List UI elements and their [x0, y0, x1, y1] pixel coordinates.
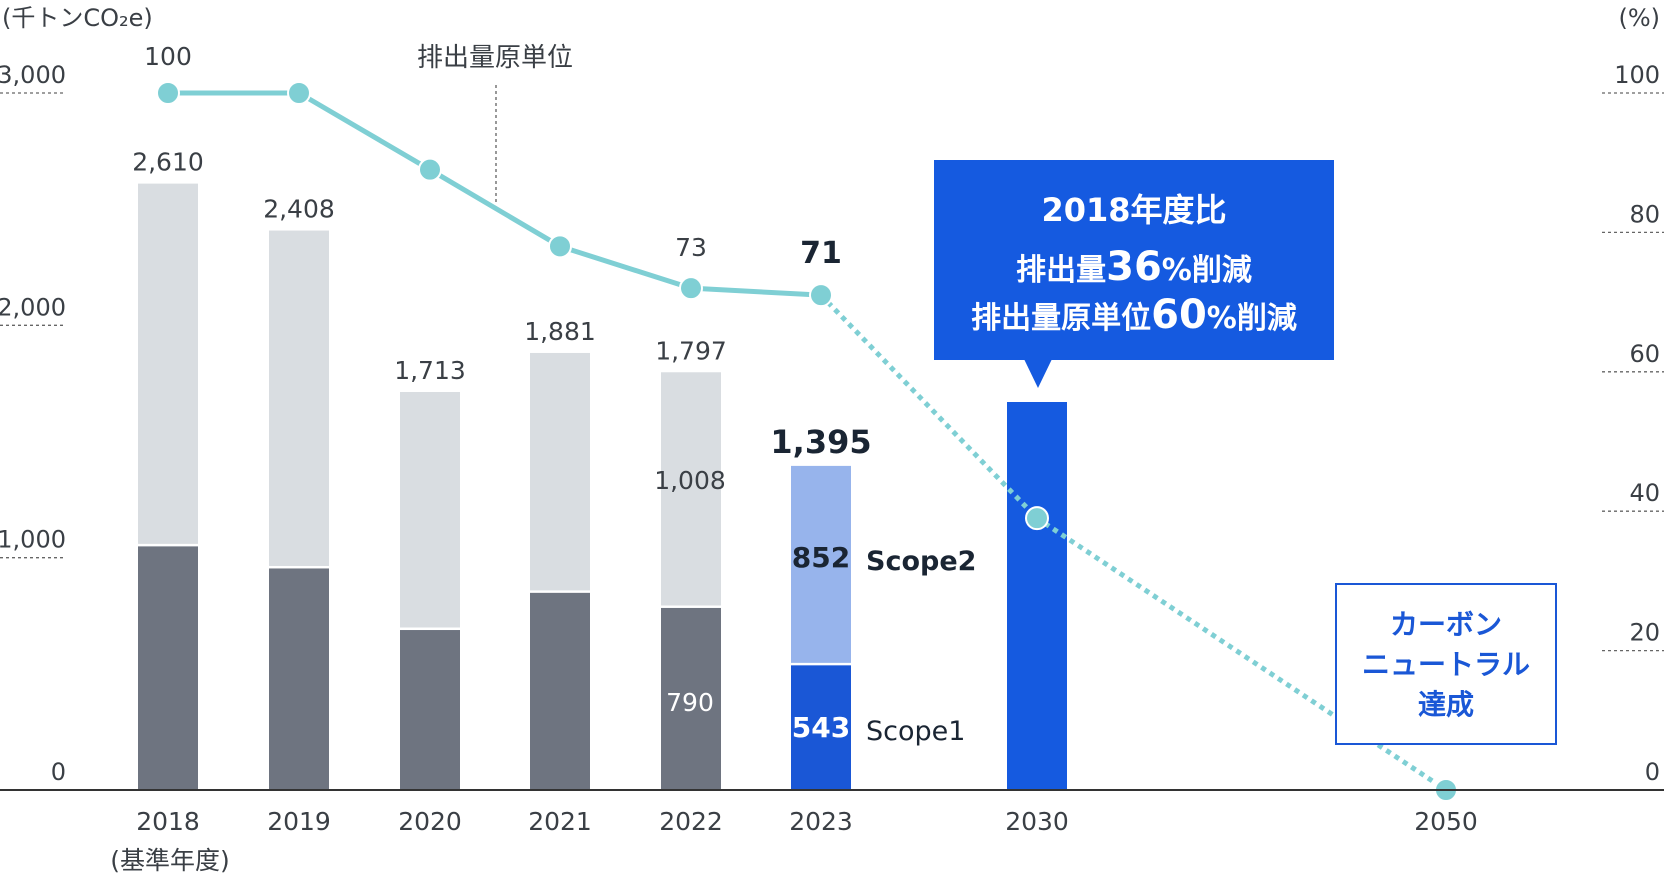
bar-target-2030: [1007, 402, 1067, 790]
bar-scope1-2023: [791, 665, 851, 790]
bar-scope1-2022: [661, 607, 721, 790]
callout-2030-line3-suffix: %削減: [1207, 301, 1297, 336]
bar-scope1-2018: [138, 546, 198, 790]
callout-2050-line1: カーボン: [1390, 608, 1502, 641]
bar-total-label: 2,408: [263, 195, 335, 224]
left-tick-label: 2,000: [0, 293, 66, 321]
right-tick-label: 0: [1645, 758, 1660, 786]
callout-2030-line2-suffix: %削減: [1162, 253, 1252, 288]
intensity-series-label: 排出量原単位: [417, 43, 573, 73]
scope2-segment-value-2022: 1,008: [654, 466, 726, 495]
right-tick-label: 40: [1629, 479, 1660, 507]
scope1-segment-value-2022: 790: [666, 688, 714, 717]
bar-scope2-2018: [138, 183, 198, 545]
x-axis-labels: 2018 2019 2020 2021 2022 2023 2030 2050: [136, 807, 1478, 836]
bar-total-label: 1,881: [524, 317, 596, 346]
intensity-point: [418, 157, 442, 182]
base-year-note: (基準年度): [110, 846, 230, 875]
bar-scope1-2019: [269, 568, 329, 790]
x-tick-label: 2023: [789, 807, 853, 836]
callout-2050-line3: 達成: [1418, 688, 1474, 721]
right-tick-label: 100: [1614, 61, 1660, 89]
x-tick-label: 2050: [1414, 807, 1478, 836]
intensity-point: [809, 283, 833, 308]
bar-scope2-2019: [269, 230, 329, 567]
bar-scope1-2021: [530, 592, 590, 790]
x-tick-label: 2021: [528, 807, 592, 836]
callout-2030-line1: 2018年度比: [1041, 191, 1226, 229]
callout-2050: カーボン ニュートラル 達成: [1335, 583, 1557, 745]
x-tick-label: 2020: [398, 807, 462, 836]
callout-2030: 2018年度比 排出量36%削減 排出量原単位60%削減: [934, 160, 1334, 388]
intensity-point: [156, 81, 180, 105]
bar-scope1-2020: [400, 630, 460, 790]
bar-scope2-2021: [530, 352, 590, 592]
bar-total-label: 1,713: [394, 356, 466, 385]
intensity-point-label: 71: [800, 236, 842, 271]
scope1-label: Scope1: [866, 716, 965, 747]
callout-2030-line3: 排出量原単位60%削減: [971, 292, 1297, 338]
x-tick-label: 2030: [1005, 807, 1069, 836]
intensity-point: [548, 234, 572, 259]
x-tick-label: 2018: [136, 807, 200, 836]
intensity-point-label: 100: [144, 42, 192, 71]
gridlines: 0 1,000 2,000 3,000 0 20 40 60 80 100: [0, 61, 1664, 786]
right-tick-label: 20: [1629, 619, 1660, 647]
intensity-line-actual: [168, 90, 822, 298]
callout-2030-line2-number: 36: [1106, 244, 1162, 290]
callout-2030-line3-number: 60: [1151, 292, 1207, 338]
bar-scope2-2020: [400, 392, 460, 629]
callout-2030-line3-prefix: 排出量原単位: [971, 301, 1151, 336]
bar-scope2-2022: [661, 372, 721, 607]
right-tick-label: 60: [1629, 340, 1660, 368]
bar-total-label: 1,395: [770, 423, 871, 461]
bar-total-label: 2,610: [132, 148, 204, 177]
right-tick-label: 80: [1629, 200, 1660, 228]
bar-total-label: 1,797: [655, 336, 727, 365]
bar-scope2-2023: [791, 465, 851, 664]
callout-2050-line2: ニュートラル: [1362, 648, 1530, 681]
x-tick-label: 2022: [659, 807, 723, 836]
scope2-segment-value-2023: 852: [792, 541, 850, 574]
callout-2030-line2: 排出量36%削減: [1016, 244, 1252, 290]
scope2-label: Scope2: [866, 546, 976, 577]
scope1-segment-value-2023: 543: [792, 711, 850, 744]
callout-2030-line2-prefix: 排出量: [1016, 253, 1106, 288]
left-axis-unit: (千トンCO₂e): [2, 4, 153, 32]
intensity-point: [1025, 506, 1049, 531]
left-tick-label: 0: [51, 758, 66, 786]
right-axis-unit: (%): [1618, 4, 1660, 32]
left-tick-label: 1,000: [0, 526, 66, 554]
left-tick-label: 3,000: [0, 61, 66, 89]
intensity-point: [679, 276, 703, 301]
intensity-point-label: 73: [675, 233, 707, 262]
intensity-point: [287, 81, 311, 105]
bars: 2,610 2,408 1,713 1,881 1,797 1,395: [132, 148, 1067, 790]
x-tick-label: 2019: [267, 807, 331, 836]
